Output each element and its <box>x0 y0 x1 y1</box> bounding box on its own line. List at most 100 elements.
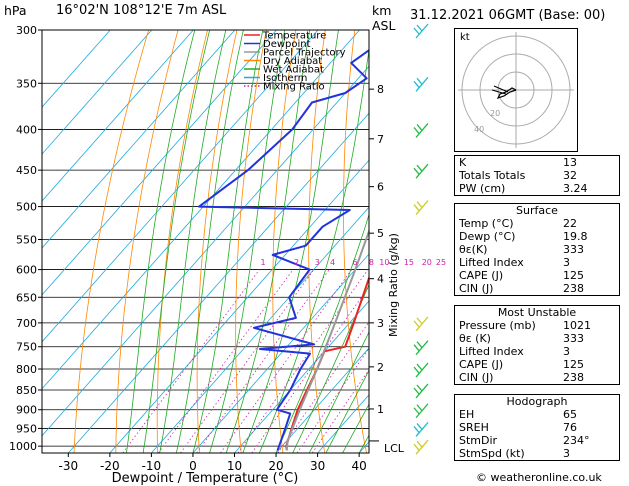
wet-adiabat-line <box>126 30 196 453</box>
isotherm-line <box>42 30 236 249</box>
wind-barb <box>413 362 429 378</box>
km-unit-label: km <box>372 3 392 18</box>
sounding-datetime: 31.12.2021 06GMT (Base: 00) <box>410 8 606 23</box>
isotherm-line <box>42 30 277 296</box>
pressure-tick-label: 450 <box>16 164 37 177</box>
wind-barb <box>413 123 429 138</box>
mixing-ratio-line <box>157 269 294 453</box>
dry-adiabat-line <box>308 30 326 453</box>
temp-tick-label: 40 <box>352 459 367 473</box>
mixing-ratio-label: 2 <box>294 258 299 267</box>
dry-adiabat-line <box>73 30 149 453</box>
hodograph-table-title: Hodograph <box>506 395 568 408</box>
surface-row: Dewp (°C) 19.8 <box>459 230 588 243</box>
legend-entry: Dewpoint <box>263 39 311 50</box>
isotherm-line <box>42 30 153 155</box>
hodograph-kt-label: kt <box>460 32 470 43</box>
temp-tick-label: 10 <box>227 459 242 473</box>
isotherm-line <box>275 347 369 453</box>
temp-tick-label: 20 <box>268 459 283 473</box>
dry-adiabat-line <box>441 30 452 453</box>
hodograph-ring-label-40: 40 <box>474 125 484 134</box>
mixing-ratio-label: 1 <box>260 258 265 267</box>
isotherm-line <box>234 300 369 453</box>
isotherm-line <box>109 159 369 453</box>
wet-adiabat-line <box>175 30 244 453</box>
km-tick-label: 3 <box>377 317 384 330</box>
most-unstable-row: CIN (J) 238 <box>459 371 584 384</box>
pressure-tick-label: 800 <box>16 363 37 376</box>
wet-adiabat-line <box>308 330 369 453</box>
wet-adiabat-line <box>358 434 369 453</box>
wet-adiabat-line <box>159 30 227 453</box>
dry-adiabat-line <box>343 30 367 453</box>
hodograph-row: StmDir 234° <box>459 434 590 447</box>
mixing-ratio-label: 3 <box>315 258 320 267</box>
isotherm-line <box>192 253 369 453</box>
wet-adiabat-line <box>275 213 369 453</box>
wind-barb <box>413 439 429 455</box>
wet-adiabat-line <box>292 283 369 453</box>
pressure-tick-label: 550 <box>16 234 37 247</box>
surface-row: CAPE (J) 125 <box>459 269 584 282</box>
chart-profiles <box>198 49 369 451</box>
series-parcel-trajectory <box>285 228 369 451</box>
isotherm-line <box>67 112 369 453</box>
most-unstable-row: CAPE (J) 125 <box>459 358 584 371</box>
pressure-tick-label: 300 <box>16 24 37 37</box>
most-unstable-table: Most Unstable Pressure (mb) 1021 θε (K) 33… <box>454 305 620 385</box>
isotherm-line <box>42 30 319 343</box>
hodograph-table: Hodograph EH 65 SREH 76 StmDir 234° StmSpd … <box>454 394 620 461</box>
km-tick-label: 4 <box>377 273 384 286</box>
hpa-unit-label: hPa <box>4 3 27 18</box>
mixing-ratio-label: 15 <box>404 258 414 267</box>
wet-adiabat-line <box>192 30 264 453</box>
temp-tick-label: 0 <box>189 459 197 473</box>
wind-barbs <box>413 23 429 455</box>
mixing-ratio-line <box>311 368 369 453</box>
isotherm-line <box>401 30 452 453</box>
temp-tick-label: -30 <box>58 459 78 473</box>
legend-entry: Wet Adiabat <box>263 65 324 76</box>
km-tick-label: 7 <box>377 133 384 146</box>
mixing-ratio-line <box>251 285 369 453</box>
most-unstable-row: θε (K) 333 <box>459 332 584 345</box>
wind-barb <box>413 163 429 179</box>
hodograph-row: EH 65 <box>459 408 577 421</box>
x-axis-label: Dewpoint / Temperature (°C) <box>112 471 299 486</box>
wet-adiabat-line <box>225 30 310 453</box>
station-location: 16°02'N 108°12'E 7m ASL <box>56 3 227 18</box>
hodograph-trace <box>496 87 517 100</box>
legend-entry: Isotherm <box>263 73 307 84</box>
mixing-ratio-label: 25 <box>436 258 446 267</box>
mixing-ratio-label: 20 <box>422 258 432 267</box>
km-tick-label: 6 <box>377 181 384 194</box>
dry-adiabat-line <box>115 30 179 453</box>
hodograph-row: SREH 76 <box>459 421 577 434</box>
mixing-ratio-label: 4 <box>330 258 335 267</box>
wet-adiabat-line <box>342 403 369 453</box>
wind-barb <box>413 422 429 437</box>
km-tick-label: 8 <box>377 83 384 96</box>
wind-barb <box>413 200 429 215</box>
pressure-tick-label: 700 <box>16 317 37 330</box>
wind-barb <box>413 340 429 356</box>
surface-row: Lifted Index 3 <box>459 256 570 269</box>
pressure-tick-label: 850 <box>16 384 37 397</box>
pressure-tick-label: 950 <box>16 422 37 435</box>
pressure-tick-label: 350 <box>16 77 37 90</box>
dry-adiabat-line <box>156 30 208 453</box>
surface-row: CIN (J) 238 <box>459 282 584 295</box>
temp-tick-label: -10 <box>142 459 162 473</box>
legend-entry: Mixing Ratio <box>263 82 325 93</box>
km-tick-label: 5 <box>377 227 384 240</box>
wind-barb <box>413 23 429 39</box>
isotherm-line <box>42 30 360 390</box>
km-tick-label: 1 <box>377 403 384 416</box>
copyright-footer: © weatheronline.co.uk <box>476 471 602 484</box>
temp-tick-label: -20 <box>100 459 120 473</box>
mixing-ratio-line <box>277 321 369 453</box>
wet-adiabat-line <box>209 30 286 453</box>
lcl-label: LCL <box>384 442 405 455</box>
